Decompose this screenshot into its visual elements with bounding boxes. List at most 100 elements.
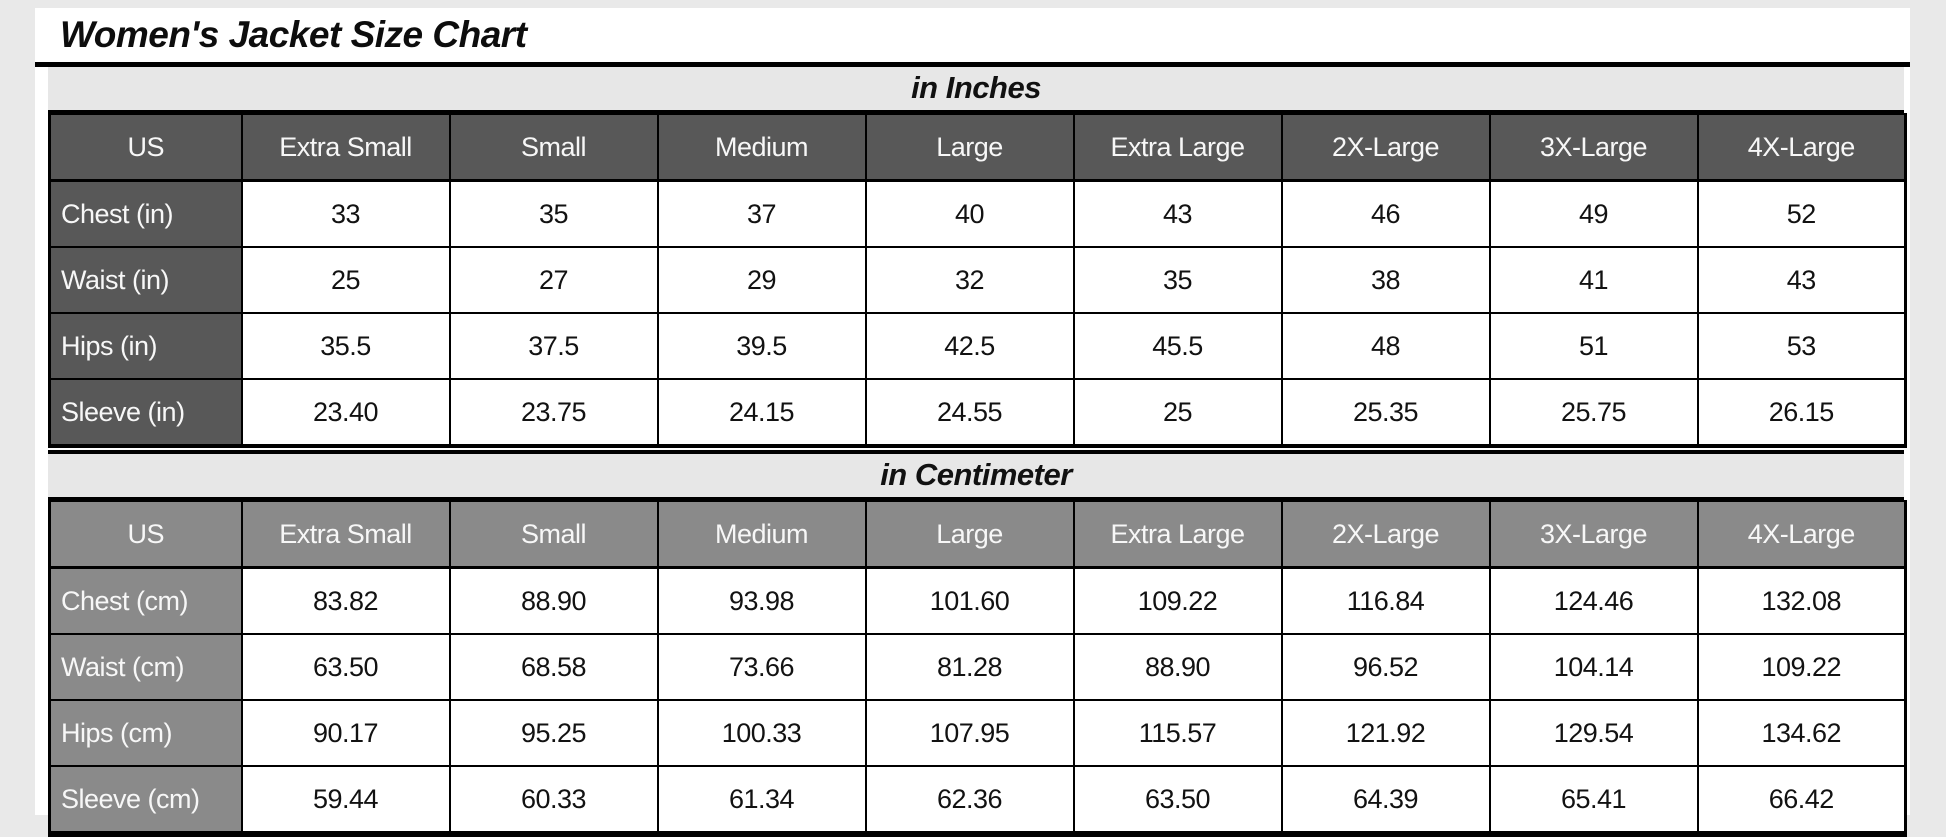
column-header: Medium: [656, 113, 867, 183]
size-value-cell: 65.41: [1488, 765, 1699, 836]
section-banner-1: in Centimeter: [48, 450, 1904, 501]
header-row: US Extra Small Small Medium Large Extra Large…: [48, 113, 1907, 183]
size-value-cell: 66.42: [1696, 765, 1907, 836]
size-value-cell: 59.44: [240, 765, 451, 836]
column-header: 3X-Large: [1488, 500, 1699, 570]
table-row: Hips (in) 35.5 37.5 39.5 42.5 45.5 48 51 53: [48, 312, 1907, 381]
size-value-cell: 23.75: [448, 378, 659, 448]
size-value-cell: 124.46: [1488, 566, 1699, 636]
size-value-cell: 100.33: [656, 699, 867, 768]
column-header: Extra Large: [1072, 113, 1283, 183]
size-value-cell: 29: [656, 246, 867, 315]
size-value-cell: 43: [1696, 246, 1907, 315]
size-value-cell: 104.14: [1488, 633, 1699, 702]
page-title: Women's Jacket Size Chart: [60, 14, 527, 55]
size-value-cell: 24.55: [864, 378, 1075, 448]
column-header: Small: [448, 113, 659, 183]
size-chart-tables: in Inches US Extra Small Small Medium Large Ex…: [48, 67, 1907, 837]
size-value-cell: 88.90: [1072, 633, 1283, 702]
size-value-cell: 63.50: [1072, 765, 1283, 836]
row-label: Chest (cm): [48, 566, 243, 636]
column-header: 3X-Large: [1488, 113, 1699, 183]
size-value-cell: 68.58: [448, 633, 659, 702]
size-value-cell: 32: [864, 246, 1075, 315]
size-value-cell: 88.90: [448, 566, 659, 636]
size-value-cell: 121.92: [1280, 699, 1491, 768]
section-banner-label: in Centimeter: [880, 457, 1072, 493]
size-value-cell: 52: [1696, 179, 1907, 249]
size-value-cell: 115.57: [1072, 699, 1283, 768]
size-value-cell: 81.28: [864, 633, 1075, 702]
column-header: 2X-Large: [1280, 113, 1491, 183]
size-value-cell: 61.34: [656, 765, 867, 836]
size-value-cell: 64.39: [1280, 765, 1491, 836]
table-row: Chest (cm) 83.82 88.90 93.98 101.60 109.22 116…: [48, 566, 1907, 636]
size-value-cell: 109.22: [1696, 633, 1907, 702]
size-value-cell: 45.5: [1072, 312, 1283, 381]
table-row: Hips (cm) 90.17 95.25 100.33 107.95 115.57 121…: [48, 699, 1907, 768]
sheet: Women's Jacket Size Chart in Inches US Ext…: [35, 8, 1910, 837]
row-label: Chest (in): [48, 179, 243, 249]
size-value-cell: 27: [448, 246, 659, 315]
size-value-cell: 43: [1072, 179, 1283, 249]
column-header: US: [48, 113, 243, 183]
size-value-cell: 25: [1072, 378, 1283, 448]
size-value-cell: 48: [1280, 312, 1491, 381]
row-label: Waist (in): [48, 246, 243, 315]
size-value-cell: 63.50: [240, 633, 451, 702]
row-label: Hips (in): [48, 312, 243, 381]
size-value-cell: 116.84: [1280, 566, 1491, 636]
column-header: Extra Small: [240, 113, 451, 183]
header-row: US Extra Small Small Medium Large Extra Large…: [48, 500, 1907, 570]
size-value-cell: 24.15: [656, 378, 867, 448]
size-value-cell: 134.62: [1696, 699, 1907, 768]
size-value-cell: 35: [1072, 246, 1283, 315]
size-value-cell: 39.5: [656, 312, 867, 381]
size-value-cell: 83.82: [240, 566, 451, 636]
size-value-cell: 101.60: [864, 566, 1075, 636]
row-label: Waist (cm): [48, 633, 243, 702]
column-header: Large: [864, 113, 1075, 183]
size-value-cell: 51: [1488, 312, 1699, 381]
size-value-cell: 33: [240, 179, 451, 249]
title-divider: [35, 62, 1910, 68]
size-value-cell: 35: [448, 179, 659, 249]
size-value-cell: 96.52: [1280, 633, 1491, 702]
size-value-cell: 53: [1696, 312, 1907, 381]
size-value-cell: 35.5: [240, 312, 451, 381]
column-header: 4X-Large: [1696, 113, 1907, 183]
size-value-cell: 38: [1280, 246, 1491, 315]
size-value-cell: 73.66: [656, 633, 867, 702]
size-value-cell: 46: [1280, 179, 1491, 249]
column-header: Extra Small: [240, 500, 451, 570]
size-value-cell: 41: [1488, 246, 1699, 315]
row-label: Sleeve (in): [48, 378, 243, 448]
size-value-cell: 23.40: [240, 378, 451, 448]
size-value-cell: 95.25: [448, 699, 659, 768]
size-value-cell: 49: [1488, 179, 1699, 249]
table-row: Waist (cm) 63.50 68.58 73.66 81.28 88.90 96.52…: [48, 633, 1907, 702]
size-value-cell: 132.08: [1696, 566, 1907, 636]
size-value-cell: 25.35: [1280, 378, 1491, 448]
size-value-cell: 42.5: [864, 312, 1075, 381]
size-value-cell: 37: [656, 179, 867, 249]
column-header: 4X-Large: [1696, 500, 1907, 570]
size-value-cell: 93.98: [656, 566, 867, 636]
table-row: Sleeve (in) 23.40 23.75 24.15 24.55 25 25.35 25…: [48, 378, 1907, 448]
column-header: Extra Large: [1072, 500, 1283, 570]
size-value-cell: 109.22: [1072, 566, 1283, 636]
size-table-0: US Extra Small Small Medium Large Extra Large…: [48, 113, 1907, 449]
size-value-cell: 90.17: [240, 699, 451, 768]
section-banner-0: in Inches: [48, 67, 1904, 114]
table-row: Waist (in) 25 27 29 32 35 38 41 43: [48, 246, 1907, 315]
size-value-cell: 107.95: [864, 699, 1075, 768]
row-label: Hips (cm): [48, 699, 243, 768]
size-value-cell: 129.54: [1488, 699, 1699, 768]
column-header: Large: [864, 500, 1075, 570]
table-row: Chest (in) 33 35 37 40 43 46 49 52: [48, 179, 1907, 249]
column-header: Small: [448, 500, 659, 570]
row-label: Sleeve (cm): [48, 765, 243, 836]
column-header: Medium: [656, 500, 867, 570]
size-value-cell: 62.36: [864, 765, 1075, 836]
